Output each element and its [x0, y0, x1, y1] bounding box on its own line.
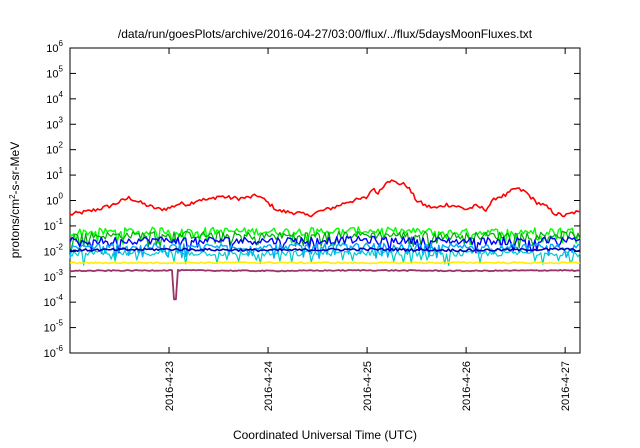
y-tick-exp: 2 — [59, 141, 64, 150]
x-ticks: 2016-4-23 2016-4-24 2016-4-25 2016-4-26 2016… — [164, 48, 572, 411]
y-tick-base: 10 — [44, 221, 56, 233]
y-tick-label: 10-3 — [44, 268, 64, 284]
y-tick-exp: -2 — [56, 242, 64, 251]
series-line-8 — [69, 261, 581, 265]
y-tick-label: 10-6 — [44, 344, 64, 360]
y-tick-base: 10 — [44, 246, 56, 258]
y-tick-base: 10 — [44, 272, 56, 284]
y-axis-label-base: protons/cm — [8, 199, 22, 258]
x-tick-label: 2016-4-25 — [362, 361, 374, 411]
y-tick-base: 10 — [46, 94, 58, 106]
x-tick-label: 2016-4-23 — [164, 361, 176, 411]
x-tick-label: 2016-4-24 — [263, 361, 275, 411]
series-line-1 — [69, 179, 581, 218]
y-tick-exp: 6 — [59, 39, 64, 48]
y-tick-label: 10-4 — [44, 293, 64, 309]
chart-title: /data/run/goesPlots/archive/2016-04-27/0… — [118, 27, 533, 41]
y-tick-base: 10 — [46, 170, 58, 182]
y-tick-exp: -1 — [56, 217, 64, 226]
y-axis-label-sup: 2 — [8, 194, 17, 199]
y-axis-label: protons/cm2-s-sr-MeV — [8, 142, 23, 258]
y-tick-label: 100 — [46, 192, 63, 208]
y-tick-label: 10-2 — [44, 242, 64, 258]
series-layer — [69, 179, 581, 301]
y-tick-exp: -4 — [56, 293, 64, 302]
y-tick-base: 10 — [46, 196, 58, 208]
y-tick-exp: -3 — [56, 268, 64, 277]
y-tick-exp: -5 — [56, 319, 64, 328]
y-tick-exp: 3 — [59, 115, 64, 124]
plot-area: 10-610-510-410-310-210-11001011021031041… — [44, 39, 581, 411]
y-tick-label: 105 — [46, 64, 63, 80]
y-tick-exp: 1 — [59, 166, 64, 175]
y-tick-label: 106 — [46, 39, 63, 55]
series-line-7 — [69, 247, 581, 253]
y-tick-label: 10-1 — [44, 217, 64, 233]
y-tick-base: 10 — [46, 145, 58, 157]
x-axis-label: Coordinated Universal Time (UTC) — [233, 428, 417, 442]
y-tick-base: 10 — [44, 323, 56, 335]
plot-frame — [69, 47, 581, 354]
y-tick-base: 10 — [46, 119, 58, 131]
y-tick-exp: 5 — [59, 64, 64, 73]
y-tick-label: 101 — [46, 166, 63, 182]
y-tick-label: 10-5 — [44, 319, 64, 335]
y-tick-base: 10 — [46, 43, 58, 55]
series-line-9 — [70, 268, 581, 301]
x-tick-label: 2016-4-26 — [461, 361, 473, 411]
x-tick-label: 2016-4-27 — [560, 361, 572, 411]
series-line-3 — [69, 230, 581, 250]
y-axis-label-rest: -s-sr-MeV — [8, 142, 22, 195]
y-tick-exp: -6 — [56, 344, 64, 353]
y-tick-label: 104 — [46, 90, 63, 106]
y-tick-label: 102 — [46, 141, 63, 157]
y-tick-base: 10 — [44, 348, 56, 360]
series-line-4 — [69, 235, 581, 254]
y-tick-base: 10 — [46, 68, 58, 80]
y-ticks: 10-610-510-410-310-210-11001011021031041… — [44, 39, 580, 360]
y-tick-exp: 0 — [59, 192, 64, 201]
y-tick-base: 10 — [44, 297, 56, 309]
y-tick-label: 103 — [46, 115, 63, 131]
y-tick-exp: 4 — [59, 90, 64, 99]
